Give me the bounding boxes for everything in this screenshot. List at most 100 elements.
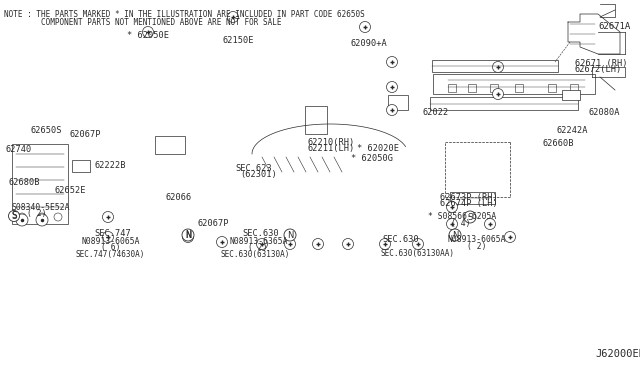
Circle shape xyxy=(182,231,193,243)
Bar xyxy=(72,160,90,172)
Bar xyxy=(468,84,476,92)
Text: 62671A: 62671A xyxy=(598,22,630,31)
Circle shape xyxy=(102,231,113,243)
Text: 62067P: 62067P xyxy=(197,219,228,228)
Text: S: S xyxy=(12,212,17,221)
Circle shape xyxy=(8,211,19,221)
Text: J62000EH: J62000EH xyxy=(595,349,640,359)
Text: N: N xyxy=(185,231,191,240)
Text: COMPONENT PARTS NOT MENTIONED ABOVE ARE NOT FOR SALE: COMPONENT PARTS NOT MENTIONED ABOVE ARE … xyxy=(4,18,282,27)
Circle shape xyxy=(413,238,424,250)
Bar xyxy=(448,84,456,92)
Circle shape xyxy=(447,202,458,212)
Text: 62222B: 62222B xyxy=(95,161,126,170)
Circle shape xyxy=(54,213,62,221)
Text: SEC.630(63130AA): SEC.630(63130AA) xyxy=(381,249,455,258)
Circle shape xyxy=(493,61,504,73)
Text: SEC.623: SEC.623 xyxy=(236,164,272,173)
Bar xyxy=(562,90,580,100)
Text: 62090+A: 62090+A xyxy=(351,39,387,48)
Text: N08913-6065A: N08913-6065A xyxy=(82,237,140,246)
Circle shape xyxy=(449,229,461,241)
Text: 62066: 62066 xyxy=(165,193,191,202)
Circle shape xyxy=(143,26,154,38)
Text: 62652E: 62652E xyxy=(54,186,86,195)
Text: 62210(RH): 62210(RH) xyxy=(307,138,355,147)
Circle shape xyxy=(464,211,476,223)
Text: 62673P (RH): 62673P (RH) xyxy=(440,193,498,202)
Text: ( 2): ( 2) xyxy=(27,209,46,218)
Text: 62080A: 62080A xyxy=(589,108,620,117)
Bar xyxy=(450,192,495,204)
Circle shape xyxy=(227,12,239,22)
Circle shape xyxy=(493,89,504,99)
Text: 62067P: 62067P xyxy=(69,130,100,139)
Text: SEC.630(63130A): SEC.630(63130A) xyxy=(221,250,290,259)
Text: 62660B: 62660B xyxy=(543,139,574,148)
Text: (62301): (62301) xyxy=(240,170,276,179)
Circle shape xyxy=(36,214,48,226)
Text: ( 2): ( 2) xyxy=(467,242,486,251)
Circle shape xyxy=(360,22,371,32)
Text: NOTE : THE PARTS MARKED * IN THE ILLUSTRATION ARE INCLUDED IN PART CODE 62650S: NOTE : THE PARTS MARKED * IN THE ILLUSTR… xyxy=(4,10,365,19)
Text: SEC.747: SEC.747 xyxy=(95,229,131,238)
Text: ( 2): ( 2) xyxy=(248,243,268,252)
Bar xyxy=(430,97,578,110)
Text: N: N xyxy=(452,231,458,240)
Circle shape xyxy=(284,229,296,241)
Text: 62740: 62740 xyxy=(5,145,31,154)
FancyBboxPatch shape xyxy=(433,74,595,94)
Circle shape xyxy=(216,237,227,247)
Circle shape xyxy=(342,238,353,250)
Circle shape xyxy=(285,238,296,250)
Text: 62650S: 62650S xyxy=(31,126,62,135)
Bar xyxy=(12,144,68,224)
Bar xyxy=(548,84,556,92)
Text: 62242A: 62242A xyxy=(557,126,588,135)
Circle shape xyxy=(387,57,397,67)
Circle shape xyxy=(312,238,323,250)
Bar xyxy=(432,60,558,72)
Text: 62671 (RH): 62671 (RH) xyxy=(575,59,627,68)
Text: SEC.747(74630A): SEC.747(74630A) xyxy=(76,250,145,259)
Text: * 62020E: * 62020E xyxy=(357,144,399,153)
Bar xyxy=(490,84,498,92)
Text: SEC.630: SEC.630 xyxy=(383,235,419,244)
Text: 62211(LH): 62211(LH) xyxy=(307,144,355,153)
Circle shape xyxy=(447,218,458,230)
Circle shape xyxy=(380,238,390,250)
Bar xyxy=(388,95,408,110)
Text: 62680B: 62680B xyxy=(9,178,40,187)
Circle shape xyxy=(504,231,515,243)
Text: S: S xyxy=(11,211,17,221)
Text: 62150E: 62150E xyxy=(223,36,254,45)
Circle shape xyxy=(257,238,268,250)
Text: S: S xyxy=(467,212,472,221)
Text: ( 6): ( 6) xyxy=(101,243,120,252)
Circle shape xyxy=(484,218,495,230)
Bar xyxy=(515,84,523,92)
Text: ( 4): ( 4) xyxy=(451,219,470,228)
Circle shape xyxy=(387,105,397,115)
Text: * 62050E: * 62050E xyxy=(127,31,169,40)
Text: N08913-6065A: N08913-6065A xyxy=(448,235,506,244)
Circle shape xyxy=(102,212,113,222)
Circle shape xyxy=(16,214,28,226)
Text: * S08566-6205A: * S08566-6205A xyxy=(428,212,496,221)
Text: N08913-6365A: N08913-6365A xyxy=(229,237,287,246)
Text: 62022: 62022 xyxy=(422,108,449,117)
Text: 62674P (LH): 62674P (LH) xyxy=(440,199,498,208)
Circle shape xyxy=(387,81,397,93)
Bar xyxy=(305,106,327,134)
Circle shape xyxy=(38,213,46,221)
Text: S08340-5E52A: S08340-5E52A xyxy=(12,203,70,212)
Text: N: N xyxy=(287,231,293,240)
Circle shape xyxy=(182,229,194,241)
Text: * 62050G: * 62050G xyxy=(351,154,393,163)
Text: N: N xyxy=(185,230,191,240)
Bar xyxy=(155,136,185,154)
Text: 62672(LH): 62672(LH) xyxy=(575,65,622,74)
Text: SEC.630: SEC.630 xyxy=(242,229,278,238)
Circle shape xyxy=(18,213,26,221)
Bar xyxy=(570,84,578,92)
